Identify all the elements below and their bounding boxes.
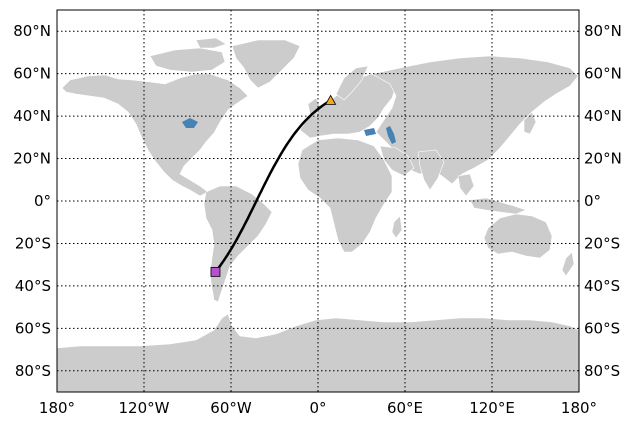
africa-landmass <box>297 137 393 253</box>
left-latitude-label: 80°S <box>15 362 51 380</box>
scandinavia-landmass <box>335 65 369 101</box>
left-latitude-label: 0° <box>34 192 51 210</box>
madagascar-landmass <box>391 215 403 239</box>
left-latitude-label: 40°S <box>15 277 51 295</box>
left-latitude-label: 40°N <box>13 107 51 125</box>
arctic-islands-landmass <box>149 47 226 73</box>
arabia-landmass <box>379 145 415 177</box>
origin-square-marker <box>210 266 221 277</box>
left-latitude-label: 80°N <box>13 22 51 40</box>
antarctica-landmass <box>56 313 580 393</box>
right-latitude-label: 80°S <box>584 362 620 380</box>
greenland-landmass <box>231 39 301 89</box>
left-latitude-label: 60°N <box>13 65 51 83</box>
southeast-asia-landmass <box>457 173 475 197</box>
right-latitude-label: 0° <box>584 192 601 210</box>
longitude-label: 60°E <box>387 399 423 417</box>
longitude-label: 180° <box>39 399 75 417</box>
destination-triangle-marker <box>324 94 337 105</box>
north-america-landmass <box>61 73 249 197</box>
australia-landmass <box>483 213 553 259</box>
left-latitude-labels: 80°N 60°N 40°N 20°N 0° 20°S 40°S 60°S 80°S <box>13 22 51 380</box>
longitude-label: 120°W <box>119 399 170 417</box>
great-circle-route-line <box>214 99 332 274</box>
right-latitude-label: 60°S <box>584 319 620 337</box>
south-america-landmass <box>203 185 273 303</box>
longitude-label: 0° <box>309 399 326 417</box>
longitude-label: 120°E <box>469 399 515 417</box>
right-latitude-label: 20°N <box>584 150 622 168</box>
arctic-islands-small-landmass <box>195 37 227 49</box>
india-landmass <box>417 149 445 191</box>
map-frame-border <box>56 9 580 393</box>
left-latitude-label: 20°N <box>13 150 51 168</box>
right-latitude-label: 40°S <box>584 277 620 295</box>
longitude-label: 60°W <box>210 399 252 417</box>
land-layer <box>56 37 580 393</box>
japan-landmass <box>523 111 537 135</box>
right-latitude-label: 20°S <box>584 234 620 252</box>
bottom-longitude-labels: 180° 120°W 60°W 0° 60°E 120°E 180° <box>39 399 597 417</box>
longitude-label: 180° <box>561 399 597 417</box>
right-latitude-label: 60°N <box>584 65 622 83</box>
right-latitude-label: 80°N <box>584 22 622 40</box>
caspian-sea-water <box>386 126 396 144</box>
right-latitude-label: 40°N <box>584 107 622 125</box>
new-zealand-landmass <box>561 251 575 277</box>
water-layer <box>182 118 396 144</box>
left-latitude-label: 60°S <box>15 319 51 337</box>
black-sea-water <box>364 128 376 136</box>
indonesia-landmass <box>469 197 527 215</box>
left-latitude-label: 20°S <box>15 234 51 252</box>
great-lakes-water <box>182 118 198 128</box>
right-latitude-labels: 80°N 60°N 40°N 20°N 0° 20°S 40°S 60°S 80°S <box>584 22 622 380</box>
graticule-grid <box>57 10 579 392</box>
